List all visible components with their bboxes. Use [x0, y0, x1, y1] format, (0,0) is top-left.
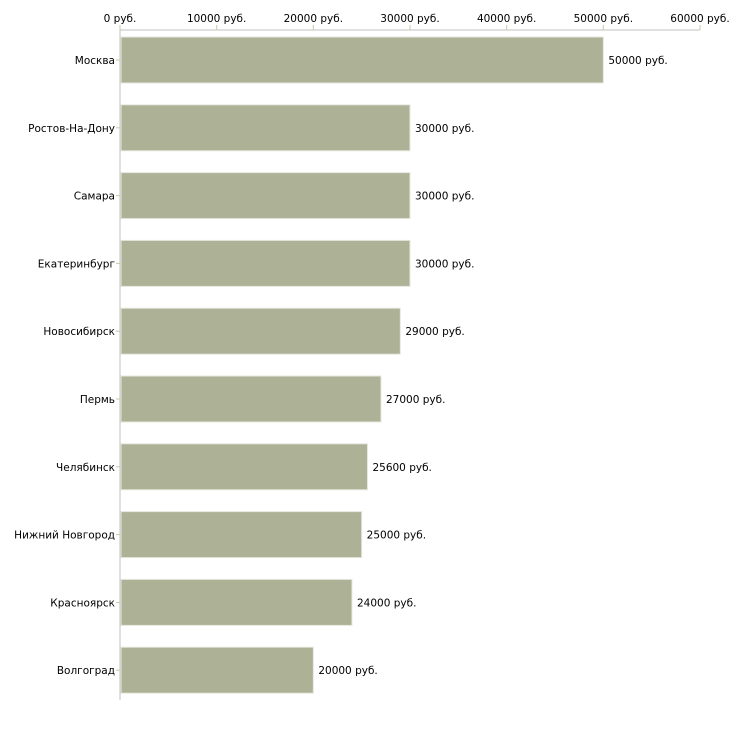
bar	[120, 443, 368, 491]
data-label: 30000 руб.	[415, 258, 474, 270]
bar	[120, 307, 401, 355]
category-label: Челябинск	[56, 462, 115, 474]
data-label: 27000 руб.	[386, 394, 445, 406]
x-tick-label: 40000 руб.	[477, 13, 536, 25]
x-tick-label: 10000 руб.	[187, 13, 246, 25]
data-label: 24000 руб.	[357, 597, 416, 609]
x-tick-label: 0 руб.	[104, 13, 137, 25]
category-label: Новосибирск	[43, 326, 115, 338]
category-label: Нижний Новгород	[14, 530, 115, 542]
x-tick-label: 50000 руб.	[574, 13, 633, 25]
data-label: 25000 руб.	[367, 530, 426, 542]
x-tick-label: 60000 руб.	[670, 13, 729, 25]
category-label: Екатеринбург	[38, 258, 115, 270]
bar	[120, 375, 382, 423]
category-label: Самара	[74, 191, 115, 203]
data-label: 29000 руб.	[405, 326, 464, 338]
category-label: Ростов-На-Дону	[28, 123, 115, 135]
bar	[120, 104, 411, 152]
bar	[120, 511, 363, 559]
category-label: Пермь	[80, 394, 115, 406]
data-label: 30000 руб.	[415, 123, 474, 135]
data-label: 20000 руб.	[318, 665, 377, 677]
data-label: 30000 руб.	[415, 191, 474, 203]
bar	[120, 578, 353, 626]
bar	[120, 36, 604, 84]
bar	[120, 172, 411, 220]
category-label: Москва	[75, 55, 115, 67]
x-tick-label: 30000 руб.	[380, 13, 439, 25]
category-label: Волгоград	[57, 665, 115, 677]
data-label: 25600 руб.	[372, 462, 431, 474]
x-tick-label: 20000 руб.	[284, 13, 343, 25]
bar	[120, 239, 411, 287]
bar	[120, 646, 314, 694]
data-label: 50000 руб.	[608, 55, 667, 67]
category-label: Красноярск	[50, 597, 115, 609]
